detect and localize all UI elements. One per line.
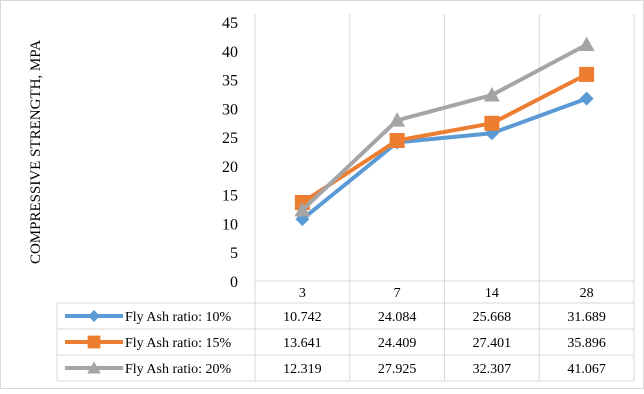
data-point: [578, 36, 595, 52]
y-tick-label: 15: [222, 188, 238, 205]
series-line: [300, 72, 589, 205]
x-tick-label: 3: [299, 286, 306, 301]
x-tick-label: 14: [485, 286, 499, 301]
data-table-cell: 41.067: [567, 362, 606, 377]
data-table-cell: 32.307: [473, 362, 512, 377]
y-axis-ticks: 0 5 10 15 20 25 30 35 40 45: [222, 15, 238, 291]
series-line: [300, 96, 589, 222]
data-point: [294, 202, 311, 217]
series-line: [300, 42, 589, 213]
y-axis-title: COMPRESSIVE STRENGTH, MPA: [28, 40, 44, 264]
series-lines: [294, 36, 595, 227]
legend-key-marker: [87, 335, 101, 349]
y-tick-label: 30: [222, 101, 238, 118]
y-tick-label: 5: [230, 245, 238, 262]
data-point: [579, 66, 595, 82]
data-table: 3 7 14 28 Fly Ash ratio: 10% 10.742 24.084 25.6…: [65, 286, 606, 377]
y-tick-label: 0: [230, 274, 238, 291]
y-tick-label: 35: [222, 73, 238, 90]
data-point: [389, 133, 405, 149]
legend-series-name: Fly Ash ratio: 15%: [125, 336, 232, 351]
data-table-cell: 10.742: [283, 310, 322, 325]
legend-key-marker: [88, 310, 100, 322]
data-table-cell: 24.084: [378, 310, 417, 325]
gridlines: [56, 14, 635, 382]
x-tick-label: 7: [394, 286, 401, 301]
data-table-cell: 35.896: [567, 336, 606, 351]
data-table-cell: 27.925: [378, 362, 417, 377]
data-point: [579, 91, 594, 106]
x-tick-label: 28: [580, 286, 594, 301]
data-table-cell: 13.641: [283, 336, 322, 351]
data-table-cell: 12.319: [283, 362, 322, 377]
data-table-cell: 25.668: [473, 310, 512, 325]
legend-series-name: Fly Ash ratio: 10%: [125, 310, 232, 325]
data-point: [389, 112, 406, 127]
y-tick-label: 25: [222, 130, 238, 147]
data-table-cell: 24.409: [378, 336, 417, 351]
data-point: [484, 115, 500, 131]
data-table-cell: 27.401: [473, 336, 512, 351]
legend-series-name: Fly Ash ratio: 20%: [125, 362, 232, 377]
legend-key-marker: [87, 361, 101, 374]
data-table-cell: 31.689: [567, 310, 606, 325]
y-tick-label: 45: [222, 15, 238, 32]
y-tick-label: 20: [222, 159, 238, 176]
data-point: [483, 87, 500, 102]
y-tick-label: 10: [222, 216, 238, 233]
y-tick-label: 40: [222, 44, 238, 61]
